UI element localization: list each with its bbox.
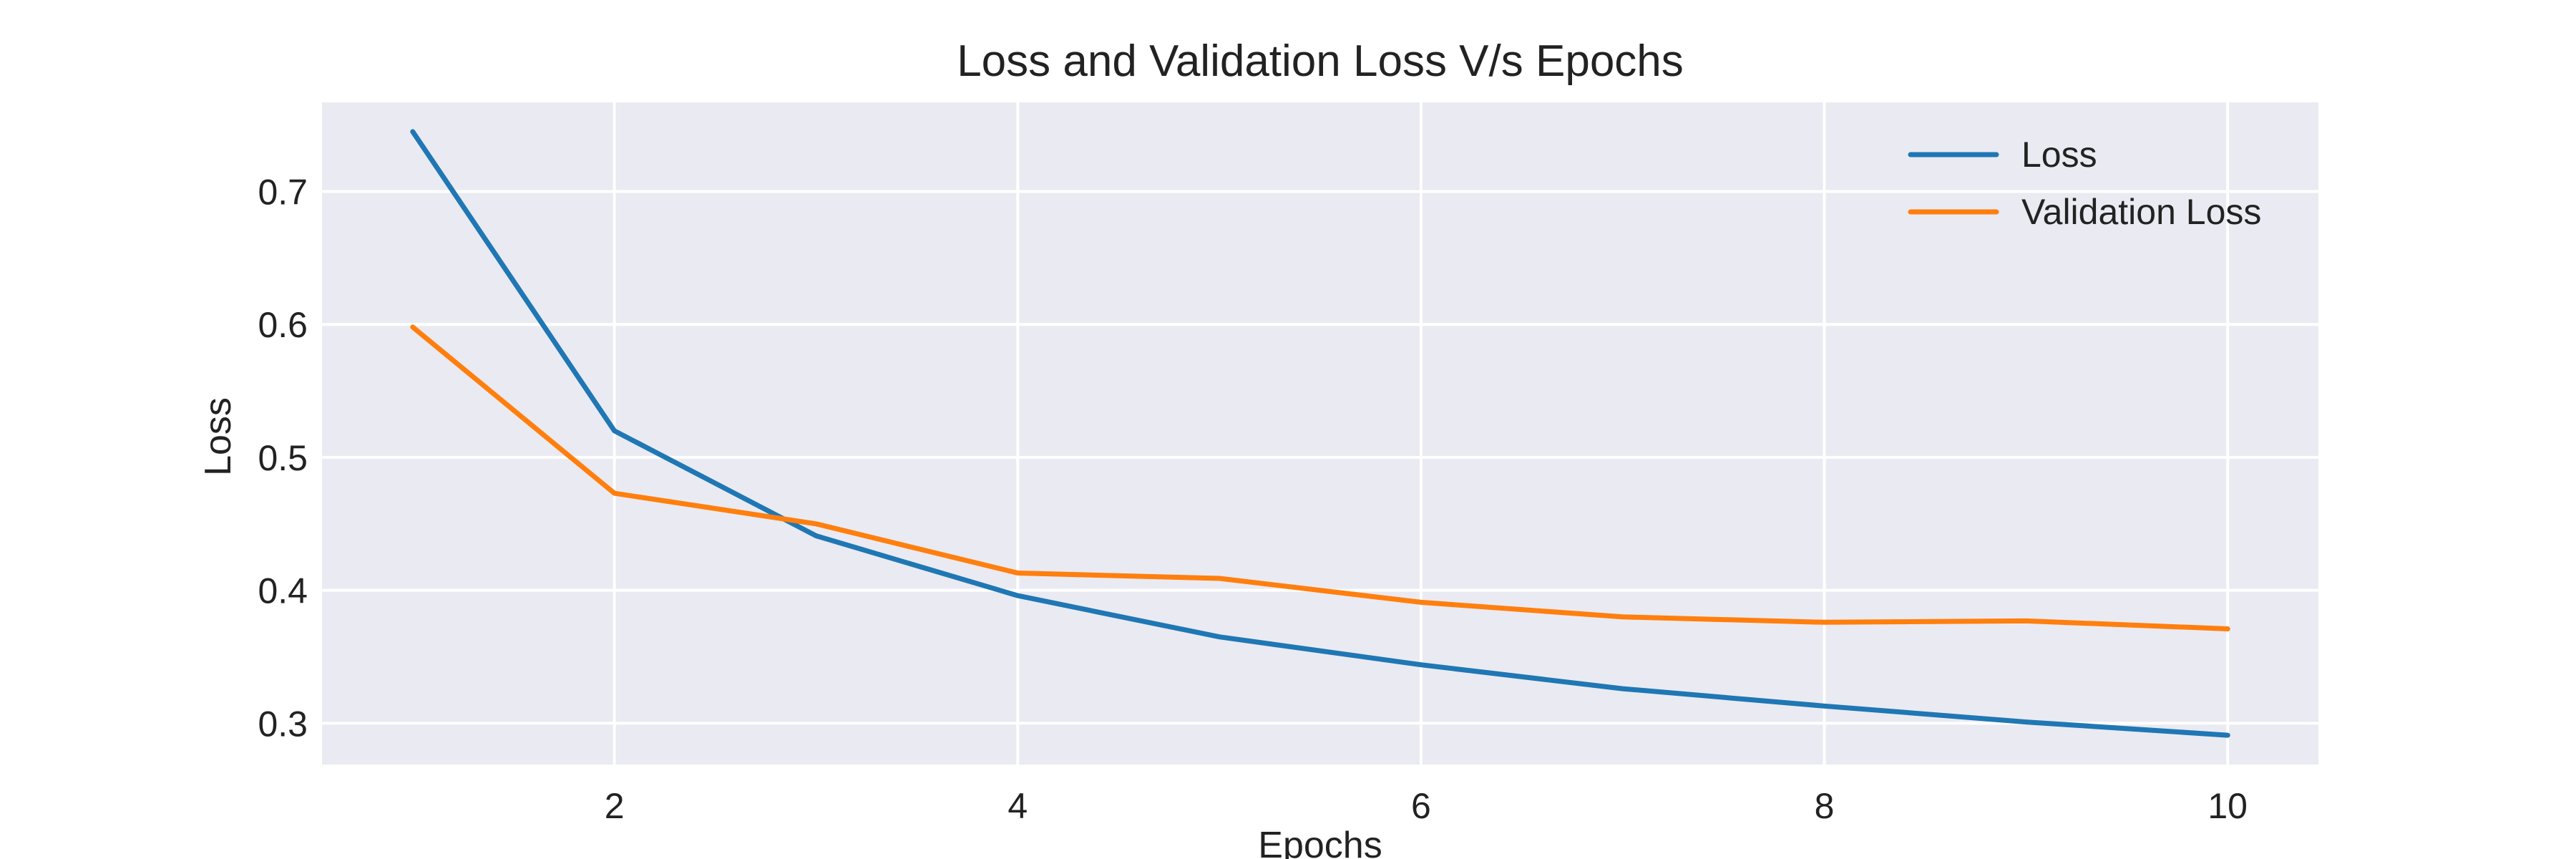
x-axis-label: Epochs: [1258, 825, 1382, 859]
y-tick-label: 0.7: [258, 172, 308, 212]
legend: Loss Validation Loss: [1908, 135, 2261, 232]
loss-line: [410, 129, 2230, 738]
x-tick-label: 4: [1008, 786, 1028, 826]
validation-loss-line: [410, 324, 2230, 631]
legend-label-loss: Loss: [2021, 135, 2097, 175]
x-tick-label: 6: [1411, 786, 1431, 826]
legend-label-validation-loss: Validation Loss: [2021, 192, 2261, 232]
grid: [322, 102, 2318, 765]
y-tick-label: 0.4: [258, 571, 308, 611]
x-tick-label: 8: [1815, 786, 1835, 826]
x-tick-label: 10: [2207, 786, 2248, 826]
y-axis-label: Loss: [197, 397, 239, 476]
chart-title: Loss and Validation Loss V/s Epochs: [957, 37, 1684, 86]
y-tick-label: 0.5: [258, 438, 308, 478]
tick-labels: 2 4 6 8 10 0.3 0.4 0.5 0.6 0.7: [258, 172, 2248, 826]
y-tick-label: 0.6: [258, 305, 308, 345]
series-layer: [410, 129, 2230, 738]
y-tick-label: 0.3: [258, 704, 308, 744]
x-tick-label: 2: [605, 786, 625, 826]
